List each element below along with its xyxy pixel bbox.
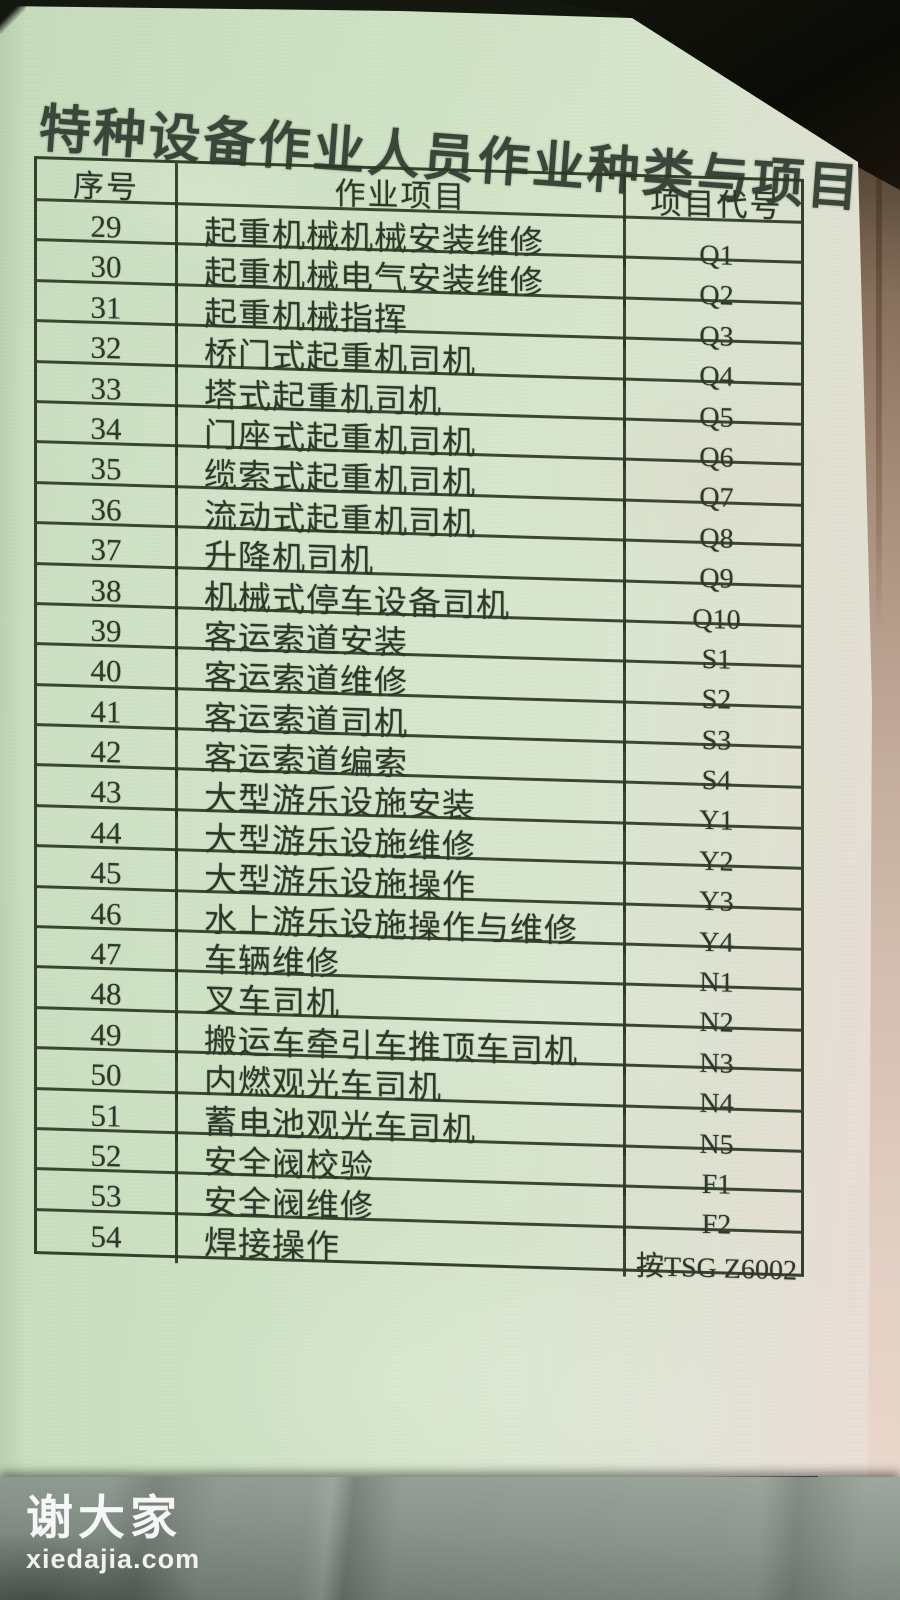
row-project-code-value: N1	[699, 966, 734, 999]
row-project-code-value: N3	[699, 1047, 734, 1080]
row-project-code-value: Q5	[699, 401, 734, 434]
row-project-code-value: 按TSG Z6002	[635, 1250, 797, 1287]
row-project-code-value: Q4	[699, 360, 734, 393]
operation-types-table: 序号 作业项目 项目代号 29 起重机械机械安装维修 Q1 30 起重机械电气安…	[34, 156, 807, 1286]
row-project-code-value: Q7	[699, 482, 734, 515]
row-project-code-value: S2	[701, 684, 732, 716]
header-project-code-label: 项目代号	[650, 185, 783, 225]
row-project-code-value: S1	[701, 643, 732, 676]
watermark-name: 谢大家	[26, 1491, 182, 1544]
row-project-code-value: Q10	[692, 603, 741, 636]
watermark: 谢大家 xiedajia.com	[26, 1492, 200, 1575]
row-project-code-value: S3	[701, 724, 732, 757]
row-project-code-value: Y2	[699, 845, 734, 878]
row-project-code-value: Q2	[699, 280, 734, 313]
row-project-code-value: Y3	[699, 885, 734, 919]
row-project-code-value: Q6	[699, 441, 734, 474]
table-body: 29 起重机械机械安装维修 Q1 30 起重机械电气安装维修 Q2 31 起重机…	[37, 201, 807, 1286]
row-project-code-value: S4	[701, 764, 732, 797]
watermark-site: xiedajia.com	[26, 1543, 201, 1574]
row-project-code-value: Q8	[699, 522, 734, 555]
row-project-code-value: Y1	[699, 805, 734, 838]
gray-fabric-background	[0, 1477, 900, 1600]
row-serial-number: 54	[90, 1218, 122, 1255]
row-project-code-value: F2	[701, 1209, 732, 1242]
row-project-code-value: Q3	[699, 320, 734, 353]
row-project-code-value: Q9	[699, 562, 734, 595]
dark-top-left-sliver	[0, 0, 26, 34]
row-project-code-value: F1	[701, 1168, 732, 1201]
row-project-code-value: Q1	[699, 239, 734, 272]
row-project-code-value: N4	[699, 1087, 734, 1120]
row-project-code-value: Y4	[699, 926, 734, 959]
row-project-code-value: N2	[699, 1007, 734, 1040]
row-project-code-value: N5	[699, 1128, 734, 1161]
